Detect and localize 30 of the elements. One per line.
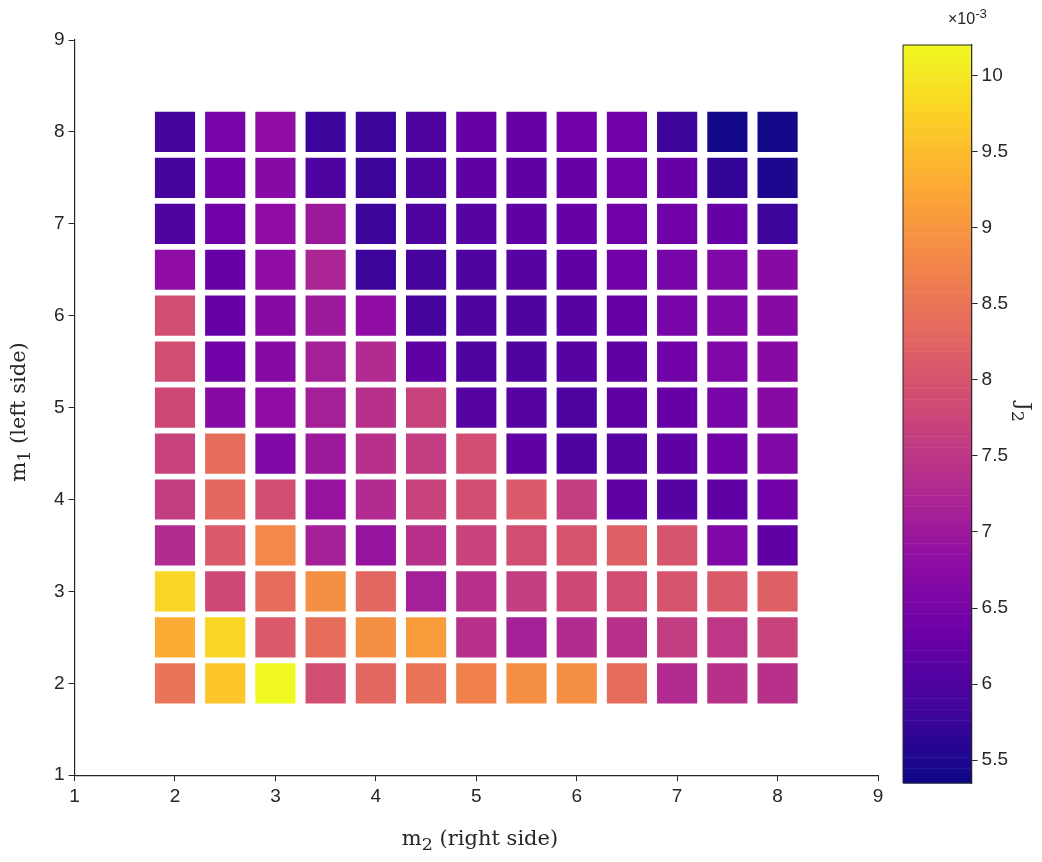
color-bar-label: 7.5	[981, 444, 1009, 466]
y-tick-label: 9	[53, 28, 65, 50]
color-bar-label: 8	[981, 368, 993, 389]
y-tick-label: 2	[53, 671, 65, 693]
color-bar-label: 9	[981, 215, 993, 237]
y-tick-label: 1	[53, 763, 65, 785]
color-bar-label: 5.5	[981, 748, 1009, 770]
y-tick-label: 5	[53, 395, 65, 417]
x-tick-label: 7	[671, 784, 683, 806]
x-tick-label: 4	[370, 784, 382, 806]
color-bar-label: 9.5	[981, 139, 1009, 161]
color-bar-label: 6.5	[981, 596, 1009, 618]
color-bar-label: 6	[981, 672, 993, 694]
y-tick-label: 8	[53, 120, 65, 142]
x-tick-label: 6	[571, 784, 582, 806]
y-tick-label: 7	[53, 212, 65, 234]
x-tick-label: 3	[270, 784, 281, 806]
color-bar-label: 8.5	[981, 291, 1009, 313]
color-bar-label: 10	[981, 63, 1003, 85]
x-tick-label: 2	[169, 784, 181, 806]
x-axis-title: m$_{2}$ (right side)	[401, 826, 559, 855]
color-bar-label: 7	[981, 520, 993, 542]
y-tick-label: 3	[53, 579, 65, 601]
x-tick-label: 8	[772, 784, 783, 806]
x-tick-label: 9	[872, 784, 884, 806]
y-tick-label: 4	[53, 487, 65, 509]
x-tick-label: 5	[470, 784, 482, 806]
text: ×10$^{-3}$	[948, 6, 987, 29]
y-tick-label: 6	[53, 303, 65, 325]
x-tick-label: 1	[69, 784, 80, 806]
